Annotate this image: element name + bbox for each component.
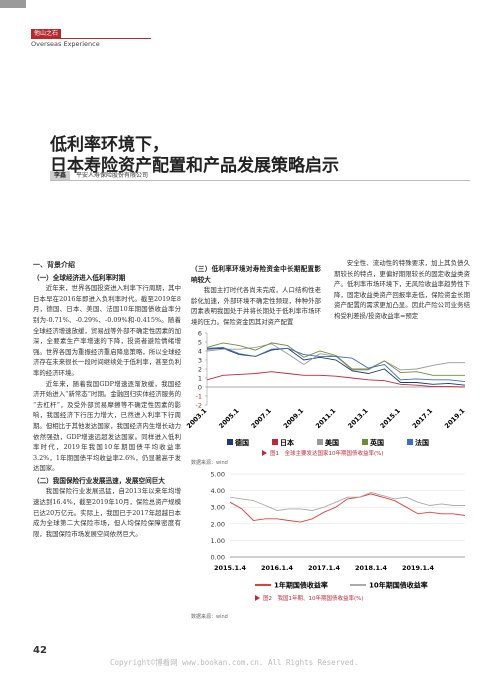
y-tick-label: 1	[198, 375, 202, 383]
legend-label: 英国	[369, 438, 384, 447]
author-name: 李鑫	[50, 171, 70, 180]
y-tick-label: 5.00	[211, 471, 225, 479]
y-tick-label: 5	[198, 339, 202, 347]
series-line	[229, 493, 466, 523]
x-tick-label: 2007.1	[250, 406, 274, 430]
corner-bar	[0, 0, 26, 8]
section-subtitle: Overseas Experience	[31, 40, 100, 48]
x-tick-label: 2018.1.4	[355, 564, 388, 572]
header-rule	[31, 38, 151, 39]
x-tick-label: 2015.1	[379, 406, 403, 430]
x-tick-label: 2009.1	[282, 406, 306, 430]
figure-caption: 图1 全球主要发达国家10年期国债收益率(%)	[270, 449, 384, 457]
legend-label: 1年期国债收益率	[274, 581, 328, 590]
y-tick-label: 0.00	[211, 554, 225, 562]
column: 安全性、流动性的特殊要求，加上其负债久期较长的特点，更偏好期限较长的固定收益类资…	[334, 258, 470, 322]
y-tick-label: -2	[196, 402, 202, 410]
y-tick-label: 3.00	[211, 504, 225, 512]
y-tick-label: 4.00	[211, 487, 225, 495]
y-tick-label: 3	[198, 357, 202, 365]
paragraph: 近年来，随着我国GDP增速逐渐放缓，我国经济开始进入“新常态”时期。金融回归实体…	[33, 379, 181, 473]
y-tick-label: -1	[196, 393, 202, 401]
figure-source: 数据来源：wind	[191, 459, 228, 466]
subheading: （二）我国保险行业发展迅速，发展空间巨大	[33, 476, 165, 485]
y-tick-label: 1.00	[211, 537, 225, 545]
legend: 1年期国债收益率 10年期国债收益率	[255, 581, 428, 590]
legend-swatch	[272, 439, 278, 445]
legend-label: 10年期国债收益率	[369, 581, 428, 590]
caption-marker	[255, 595, 260, 601]
series-line	[206, 371, 466, 388]
legend-swatch	[317, 439, 323, 445]
title-line: 低利率环境下，	[50, 135, 169, 155]
legend-label: 德国	[235, 438, 249, 447]
column: 一、背景介绍 （一）全球经济进入低利率时期近年来，世界各国投资进入利率下行周期，其…	[33, 258, 181, 539]
heading: 一、背景介绍	[33, 261, 75, 269]
x-tick-label: 2005.1	[217, 406, 241, 430]
x-tick-label: 2019.1.4	[402, 564, 435, 572]
author-affiliation: 平安人寿保险股份有限公司	[76, 172, 149, 179]
caption-marker	[262, 450, 267, 456]
series-line	[206, 346, 466, 383]
series-line	[206, 342, 465, 376]
y-tick-label: 6	[198, 330, 202, 338]
legend-swatch	[362, 439, 368, 445]
subheading: （三）低利率环境对寿险资金中长期配置影响较大	[191, 265, 321, 284]
paragraph: 我国主打时代各尚未完成，人口结构性老龄化加速，外部环境不确定性频现，种种外部因素…	[191, 286, 321, 326]
legend-swatch	[407, 439, 413, 445]
section-tag: 他山之石	[31, 29, 62, 38]
figure-source: 数据来源：wind	[191, 613, 228, 620]
series-line	[229, 491, 465, 511]
column: （三）低利率环境对寿险资金中长期配置影响较大我国主打时代各尚未完成，人口结构性老…	[191, 262, 321, 328]
x-tick-label: 2011.1	[314, 406, 338, 430]
legend-label: 美国	[325, 438, 339, 447]
legend: 德国 日本 美国 英国 法国	[227, 438, 429, 447]
y-tick-label: 2	[198, 366, 202, 374]
figure-caption: 图2 我国1年期、10年期国债收益率(%)	[263, 594, 364, 602]
x-tick-label: 2003.1	[185, 406, 209, 430]
y-tick-label: 4	[198, 348, 202, 356]
title-line: 日本寿险资产配置和产品发展策略启示	[50, 156, 339, 176]
legend-label: 日本	[280, 438, 294, 447]
author-rule	[50, 180, 470, 181]
x-tick-label: 2013.1	[346, 406, 370, 430]
copyright: Copyright©博看网 www.bookan.com.cn. All Rig…	[110, 658, 359, 667]
x-tick-label: 2015.1.4	[214, 564, 247, 572]
x-tick-label: 2017.1	[411, 406, 435, 430]
x-tick-label: 2016.1.4	[261, 564, 294, 572]
y-tick-label: 2.00	[211, 520, 225, 528]
paragraph: 我国保险行业发展迅猛，自2013年以来年均增速达到16.4%，截至2019年10…	[33, 487, 181, 538]
legend-label: 法国	[415, 438, 429, 447]
paragraph: 安全性、流动性的特殊要求，加上其负债久期较长的特点，更偏好期限较长的固定收益类资…	[334, 259, 470, 320]
y-tick-label: 0	[198, 384, 202, 392]
legend-swatch	[227, 439, 233, 445]
x-tick-label: 2019.1	[443, 406, 467, 430]
x-tick-label: 2017.1.4	[308, 564, 341, 572]
page-number: 42	[33, 645, 47, 656]
paragraph: 近年来，世界各国投资进入利率下行周期，其中日本早在2016年即进入负利率时代。截…	[33, 284, 181, 377]
subheading: （一）全球经济进入低利率时期	[33, 273, 126, 282]
